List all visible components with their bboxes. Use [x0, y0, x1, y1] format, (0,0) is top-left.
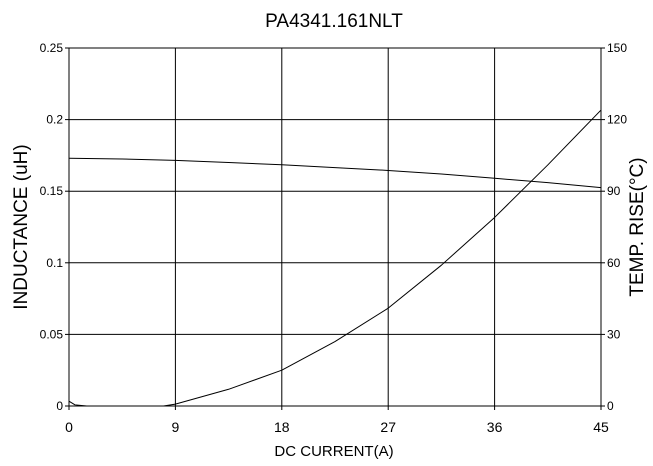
y-tick-label: 0.25: [40, 41, 64, 55]
x-tick-label: 27: [380, 419, 396, 435]
y2-tick-label: 90: [607, 184, 621, 198]
y-axis-title: INDUCTANCE (uH): [11, 144, 32, 309]
temp-rise-line: [68, 109, 602, 407]
y2-tick-label: 150: [607, 41, 627, 55]
y-tick-label: 0.2: [46, 113, 63, 127]
x-tick-label: 18: [274, 419, 290, 435]
y2-tick-label: 60: [607, 256, 621, 270]
chart-title: PA4341.161NLT: [265, 11, 403, 32]
y2-tick-label: 120: [607, 113, 627, 127]
x-tick-labels: 0 9 18 27 36 45: [65, 419, 609, 435]
y2-tick-label: 0: [607, 399, 614, 413]
y-tick-labels: 0 0.05 0.1 0.15 0.2 0.25: [40, 41, 64, 413]
y2-axis-title: TEMP. RISE(°C): [627, 157, 648, 296]
x-axis-title: DC CURRENT(A): [274, 443, 393, 460]
y-tick-label: 0.1: [46, 256, 63, 270]
series-layer: [68, 109, 602, 407]
y-tick-label: 0.05: [40, 327, 64, 341]
x-tick-label: 45: [593, 419, 609, 435]
y2-tick-label: 30: [607, 327, 621, 341]
plot-frame: [68, 47, 602, 407]
grid: [65, 47, 605, 410]
y2-tick-labels: 0 30 60 90 120 150: [607, 41, 627, 413]
x-tick-label: 0: [65, 419, 73, 435]
y-tick-label: 0: [56, 399, 63, 413]
x-tick-label: 36: [487, 419, 503, 435]
inductance-line: [68, 157, 602, 189]
y-tick-label: 0.15: [40, 184, 64, 198]
x-tick-label: 9: [172, 419, 180, 435]
